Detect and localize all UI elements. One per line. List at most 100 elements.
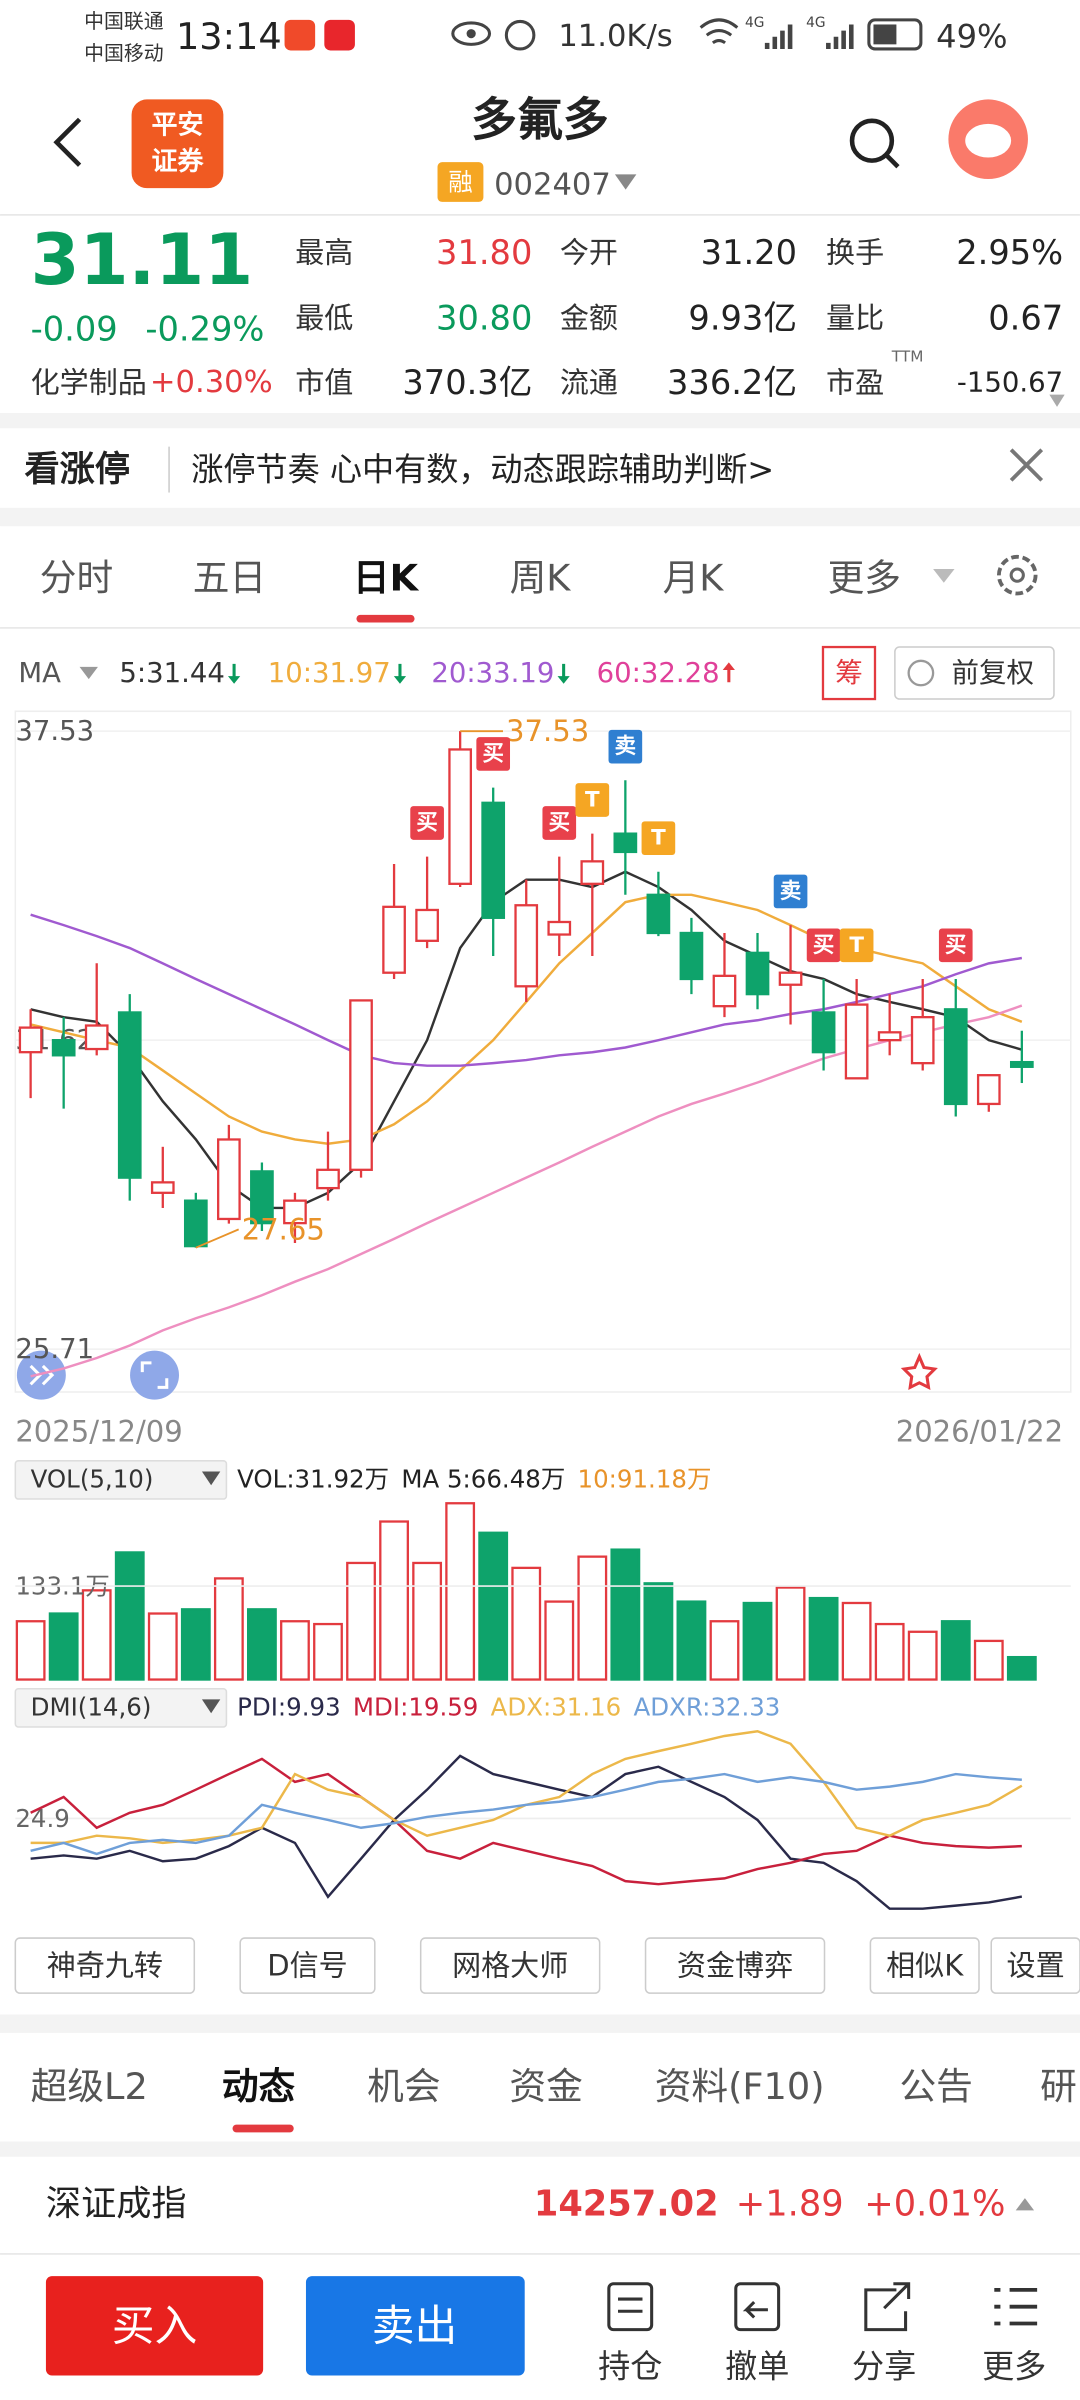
action-label[interactable]: 撤单 xyxy=(725,2347,789,2385)
section-tab[interactable]: 超级L2 xyxy=(31,2065,148,2108)
tool-button[interactable] xyxy=(419,1937,601,1994)
section-tab[interactable]: 动态 xyxy=(222,2065,296,2108)
section-tab[interactable]: 研 xyxy=(1040,2065,1077,2108)
dropdown[interactable] xyxy=(614,174,637,190)
badge xyxy=(437,162,484,202)
fullscreen-button[interactable] xyxy=(130,1350,180,1400)
tool-button[interactable] xyxy=(644,1937,826,1994)
legend-entry: VOL:31.92万 xyxy=(237,1465,389,1494)
dropdown[interactable] xyxy=(79,666,98,680)
legend-entry: 10:91.18万 xyxy=(578,1465,712,1494)
tab[interactable]: 五日 xyxy=(193,557,266,600)
tool-label: 神奇九转 xyxy=(47,1949,163,1983)
close-button[interactable] xyxy=(1009,448,1044,482)
field-label: 最高 xyxy=(295,235,353,269)
action-label[interactable]: 分享 xyxy=(852,2347,916,2385)
volume-bar xyxy=(874,1622,905,1681)
buy-button[interactable] xyxy=(45,2276,264,2376)
candle-body xyxy=(910,1016,935,1065)
tab[interactable]: 月K xyxy=(663,557,725,600)
search-button[interactable] xyxy=(849,118,895,163)
tool-label: 资金博弈 xyxy=(677,1949,793,1983)
signal-badge xyxy=(476,737,511,771)
adjust-button[interactable] xyxy=(894,646,1055,700)
broker-logo xyxy=(131,99,224,189)
tab-indicator xyxy=(356,614,415,623)
chart-frame xyxy=(14,710,1072,1393)
candle-body xyxy=(415,908,439,942)
settings-button[interactable] xyxy=(996,554,1038,596)
gap xyxy=(0,2141,1080,2157)
signal-icon xyxy=(764,24,854,49)
sell-button[interactable] xyxy=(305,2276,525,2376)
y-tick-label: 37.53 xyxy=(15,715,94,747)
tab[interactable]: 更多 xyxy=(828,557,901,600)
signal-badge xyxy=(575,783,610,817)
legend-entry: ADXR:32.33 xyxy=(633,1693,780,1722)
tool-button[interactable] xyxy=(869,1937,980,1994)
candle-body xyxy=(514,904,539,988)
field-label: 最低 xyxy=(295,301,353,335)
gap xyxy=(0,413,1080,429)
action-label[interactable]: 持仓 xyxy=(598,2347,662,2385)
candle-body xyxy=(976,1074,1001,1106)
cancel-icon xyxy=(734,2282,781,2332)
indicator-chip[interactable] xyxy=(14,1687,228,1728)
divider xyxy=(0,2253,1080,2255)
star-icon[interactable] xyxy=(900,1352,938,1391)
tab[interactable]: 分时 xyxy=(40,557,113,600)
dmi-line xyxy=(30,1754,1023,1910)
settings-button xyxy=(1009,567,1025,583)
chip-button[interactable] xyxy=(821,645,877,701)
volume-bar xyxy=(808,1596,839,1681)
candle-body xyxy=(51,1039,76,1057)
network: 4G xyxy=(806,15,825,31)
tab-indicator xyxy=(232,2124,294,2133)
action-label[interactable]: 更多 xyxy=(982,2347,1046,2385)
volume-bar xyxy=(676,1600,707,1681)
divider xyxy=(0,214,1080,216)
expand[interactable] xyxy=(1015,2198,1035,2211)
signal-label: T xyxy=(849,933,864,958)
divider xyxy=(0,627,1080,629)
dropdown[interactable] xyxy=(933,569,955,583)
candle-body xyxy=(150,1181,175,1194)
x-tick-label: 2026/01/22 xyxy=(896,1415,1063,1449)
divider xyxy=(168,446,170,493)
section-tab[interactable]: 公告 xyxy=(899,2065,972,2108)
field-label: 流通 xyxy=(560,365,618,399)
search-button[interactable] xyxy=(884,152,900,169)
tool-button[interactable] xyxy=(239,1937,376,1994)
gap xyxy=(0,2014,1080,2033)
app-icon xyxy=(324,19,355,51)
section-tab[interactable]: 资料(F10) xyxy=(655,2065,825,2108)
banner-text[interactable]: 涨停节奏 心中有数，动态跟踪辅助判断> xyxy=(191,451,774,489)
tool-button[interactable] xyxy=(14,1937,196,1994)
field-label: 市值 xyxy=(295,365,353,399)
position-icon xyxy=(618,2297,643,2313)
volume-bar xyxy=(15,1620,46,1681)
signal-badge xyxy=(938,928,973,963)
volume-bar xyxy=(81,1589,112,1681)
alarm-icon xyxy=(504,19,536,51)
tab[interactable]: 日K xyxy=(353,557,420,600)
indicator-chip[interactable] xyxy=(14,1460,228,1500)
volume-bar xyxy=(1006,1655,1037,1681)
section-tab[interactable]: 资金 xyxy=(509,2065,582,2108)
speed: 11.0K/s xyxy=(558,19,672,54)
volume-bar xyxy=(742,1601,773,1681)
candle-body xyxy=(183,1199,208,1248)
eye-icon xyxy=(451,21,492,46)
expand[interactable] xyxy=(1049,394,1065,407)
share-icon xyxy=(864,2282,911,2332)
section-tab[interactable]: 机会 xyxy=(367,2065,440,2108)
candle-body xyxy=(217,1138,241,1221)
fullscreen-button xyxy=(140,1361,169,1389)
candle-body xyxy=(844,1003,869,1080)
tab[interactable]: 周K xyxy=(510,557,572,600)
banner-title: 看涨停 xyxy=(25,449,131,490)
index-name: 深证成指 xyxy=(46,2184,187,2225)
legend-entry: PDI:9.93 xyxy=(237,1693,341,1722)
back-button[interactable] xyxy=(53,117,82,167)
